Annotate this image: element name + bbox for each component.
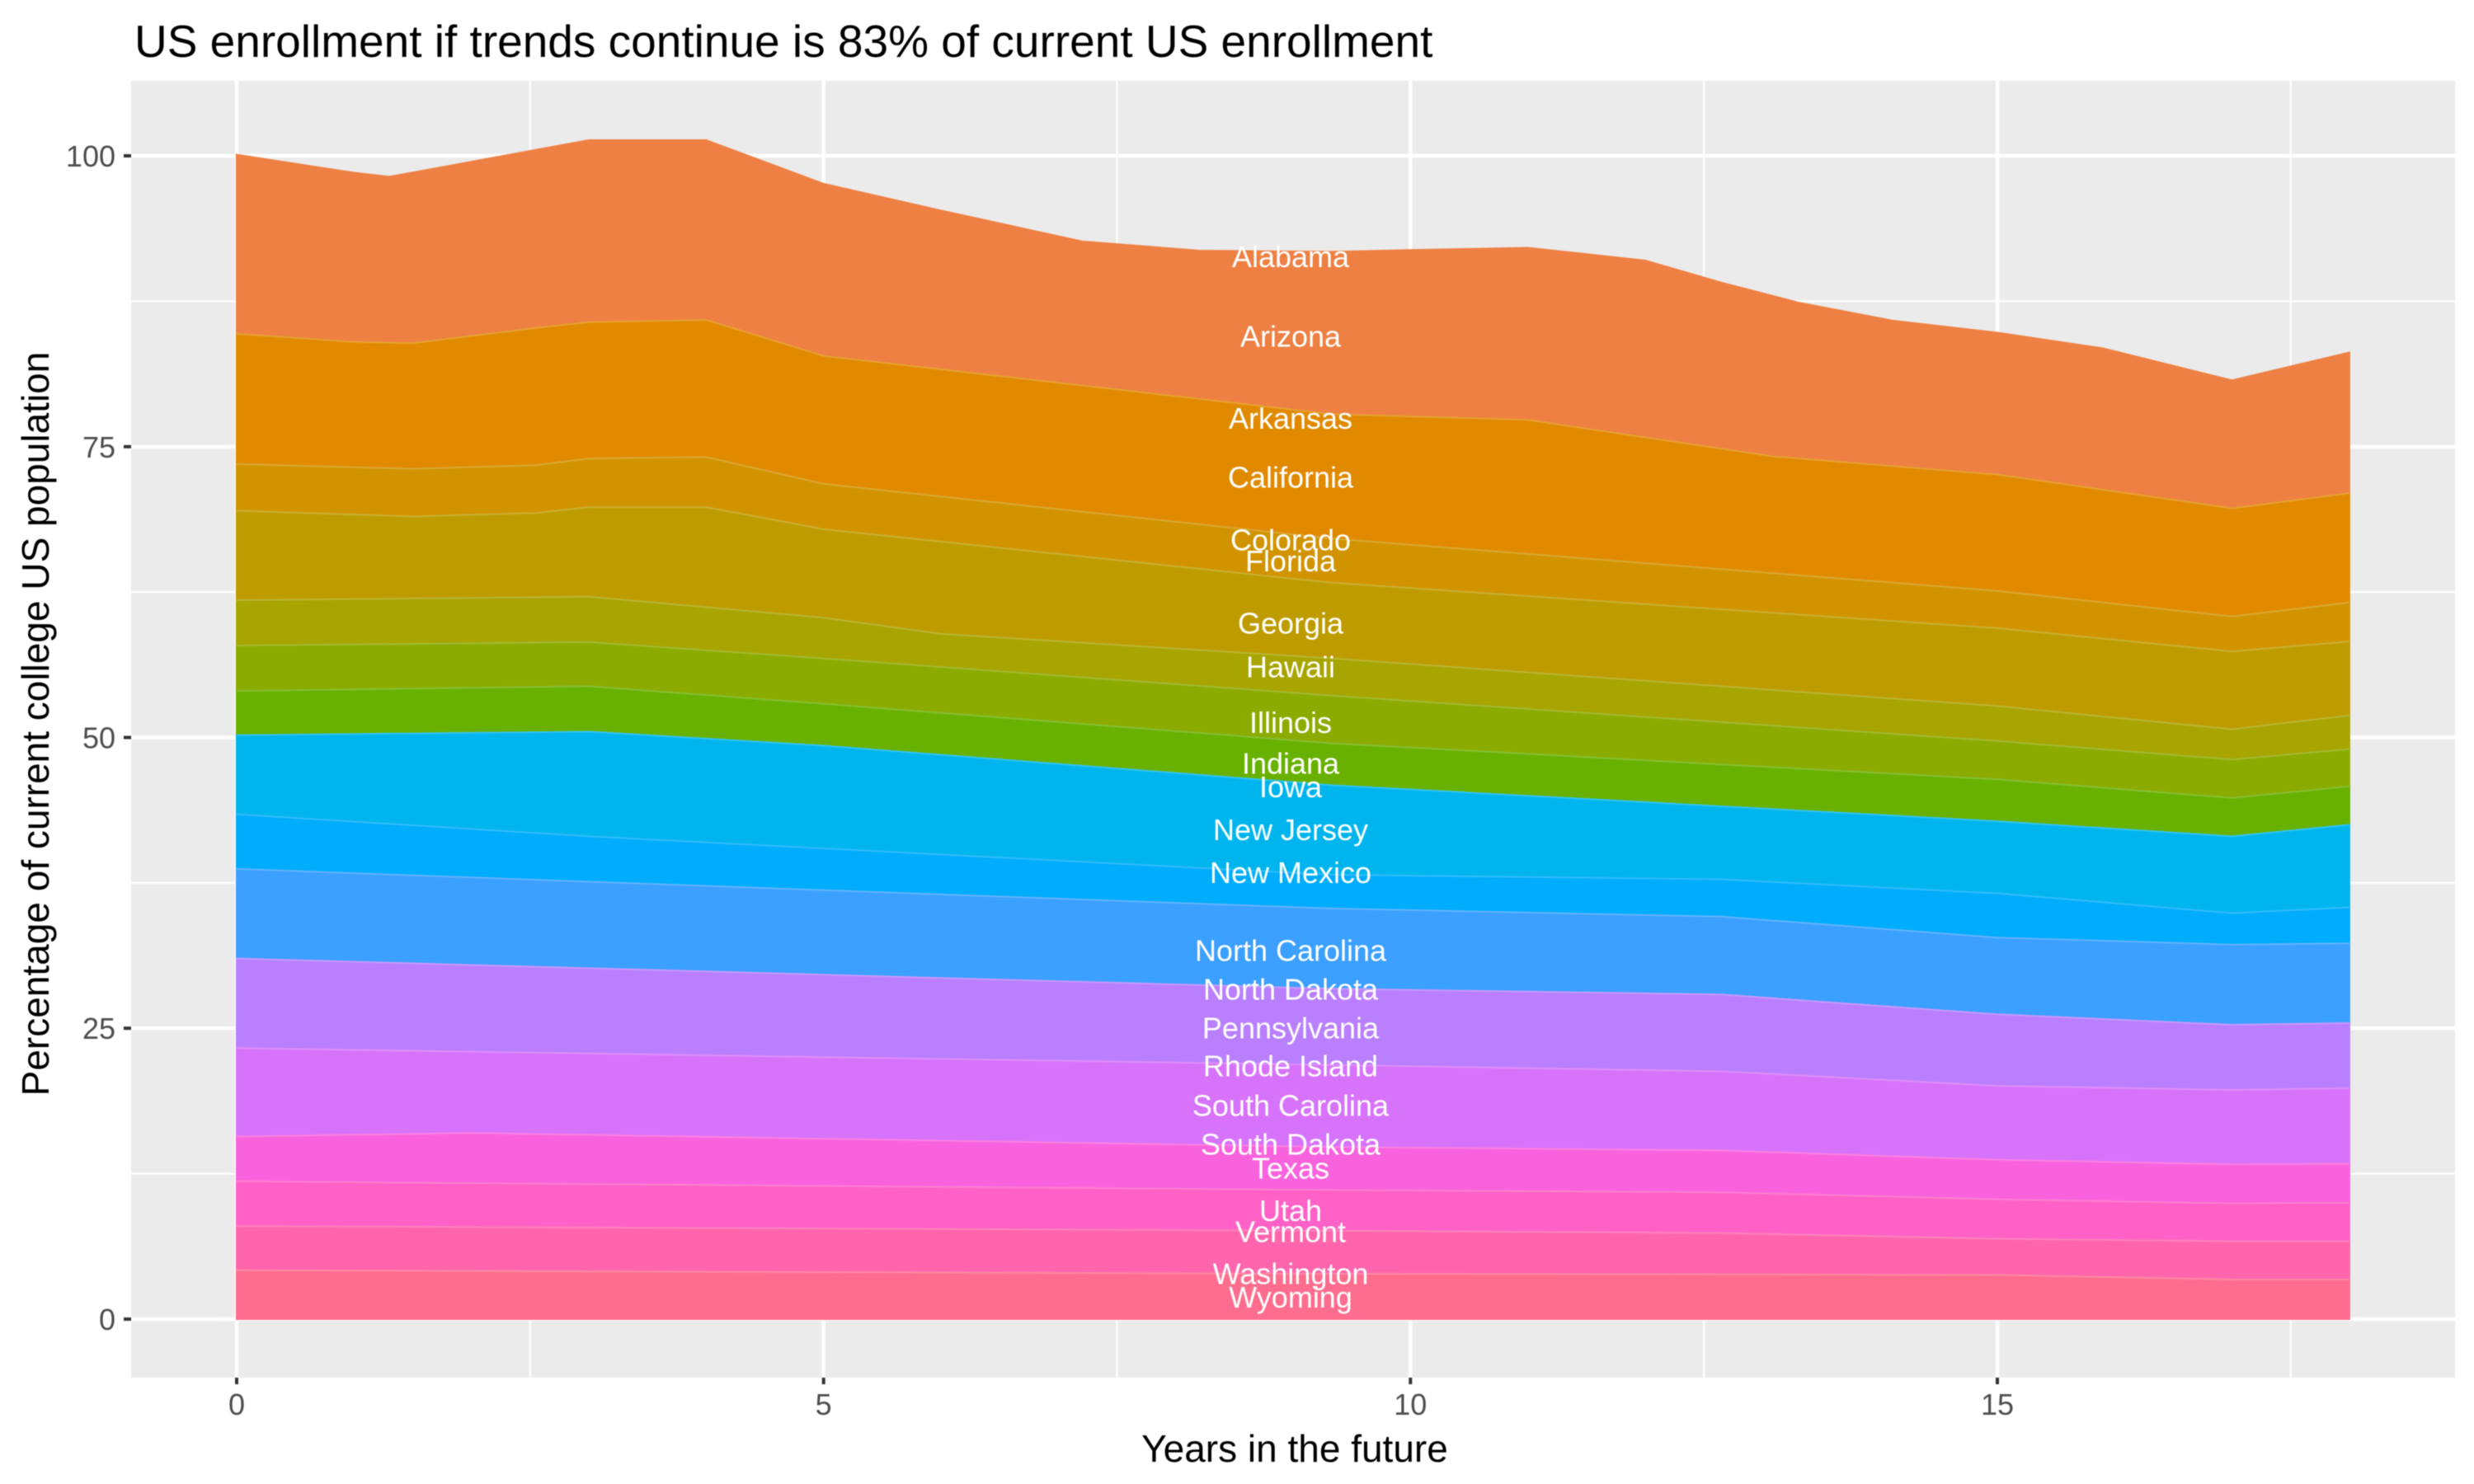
svg-text:New Jersey: New Jersey	[1213, 813, 1368, 847]
svg-text:Illinois: Illinois	[1249, 706, 1332, 740]
svg-text:0: 0	[228, 1388, 245, 1421]
svg-text:Washington: Washington	[1213, 1256, 1369, 1290]
svg-text:Alabama: Alabama	[1232, 240, 1350, 274]
svg-text:US enrollment if trends contin: US enrollment if trends continue is 83% …	[134, 16, 1432, 67]
svg-text:Georgia: Georgia	[1238, 607, 1344, 641]
svg-text:North Dakota: North Dakota	[1203, 972, 1379, 1006]
svg-text:Indiana: Indiana	[1242, 747, 1340, 781]
svg-text:Texas: Texas	[1252, 1152, 1329, 1186]
svg-text:Years in the future: Years in the future	[1141, 1427, 1448, 1470]
svg-text:100: 100	[66, 139, 115, 173]
svg-text:25: 25	[82, 1012, 115, 1045]
svg-text:5: 5	[816, 1388, 832, 1421]
svg-text:South Dakota: South Dakota	[1201, 1128, 1381, 1162]
svg-text:Rhode Island: Rhode Island	[1203, 1049, 1378, 1082]
svg-text:Iowa: Iowa	[1259, 770, 1323, 804]
svg-text:South Carolina: South Carolina	[1192, 1088, 1390, 1122]
svg-text:Arizona: Arizona	[1240, 320, 1342, 354]
svg-text:New Mexico: New Mexico	[1210, 856, 1371, 890]
svg-text:50: 50	[82, 721, 115, 755]
svg-text:Arkansas: Arkansas	[1229, 402, 1352, 435]
svg-text:10: 10	[1394, 1388, 1427, 1421]
svg-text:Colorado: Colorado	[1230, 524, 1351, 557]
svg-text:California: California	[1228, 460, 1354, 494]
svg-text:Pennsylvania: Pennsylvania	[1202, 1012, 1380, 1045]
svg-text:0: 0	[99, 1303, 115, 1336]
svg-text:Florida: Florida	[1245, 544, 1337, 578]
svg-text:15: 15	[1981, 1388, 2014, 1421]
svg-text:North Carolina: North Carolina	[1195, 934, 1387, 968]
svg-text:75: 75	[82, 430, 115, 464]
svg-text:Hawaii: Hawaii	[1246, 650, 1335, 683]
svg-text:Vermont: Vermont	[1235, 1215, 1346, 1249]
svg-text:Percentage of current college: Percentage of current college US populat…	[14, 352, 57, 1097]
svg-text:Utah: Utah	[1259, 1194, 1322, 1228]
svg-text:Wyoming: Wyoming	[1229, 1280, 1352, 1314]
